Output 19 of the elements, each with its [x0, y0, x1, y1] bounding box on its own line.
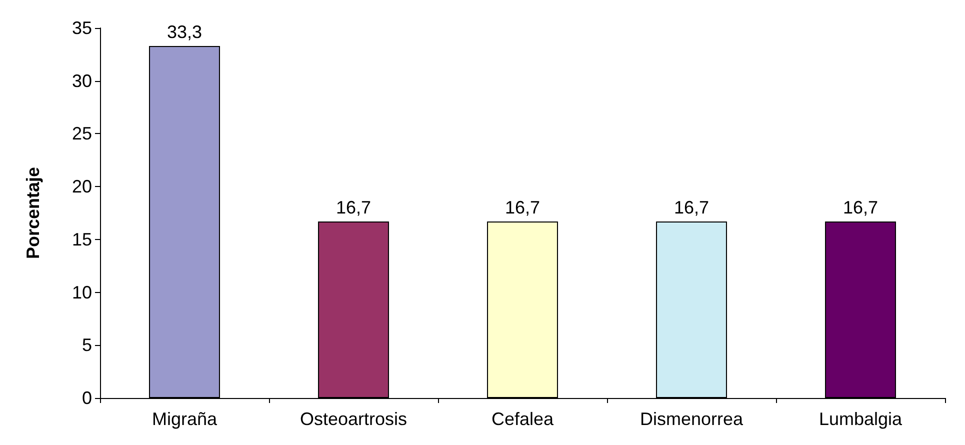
x-tick-label: Cefalea	[491, 409, 555, 429]
y-axis-title: Porcentaje	[23, 166, 43, 260]
y-tick-label: 0	[82, 388, 92, 408]
x-tick-label: Lumbalgia	[818, 409, 904, 429]
x-tick-label: Osteoartrosis	[300, 409, 408, 429]
data-label: 33,3	[166, 22, 202, 42]
y-tick-label: 35	[72, 18, 92, 38]
y-tick-label: 10	[72, 282, 92, 302]
x-tick-label: Migraña	[152, 409, 218, 429]
data-label: 16,7	[842, 197, 878, 218]
y-tick-label: 25	[72, 124, 92, 144]
data-label: 16,7	[504, 197, 540, 218]
y-tick-label: 30	[72, 70, 92, 91]
y-tick-label: 5	[82, 335, 92, 356]
y-tick-label: 15	[72, 229, 92, 250]
data-label: 16,7	[674, 197, 710, 218]
x-tick-label: Dismenorrea	[640, 409, 744, 429]
data-label: 16,7	[336, 197, 372, 218]
y-tick-label: 20	[72, 176, 92, 197]
